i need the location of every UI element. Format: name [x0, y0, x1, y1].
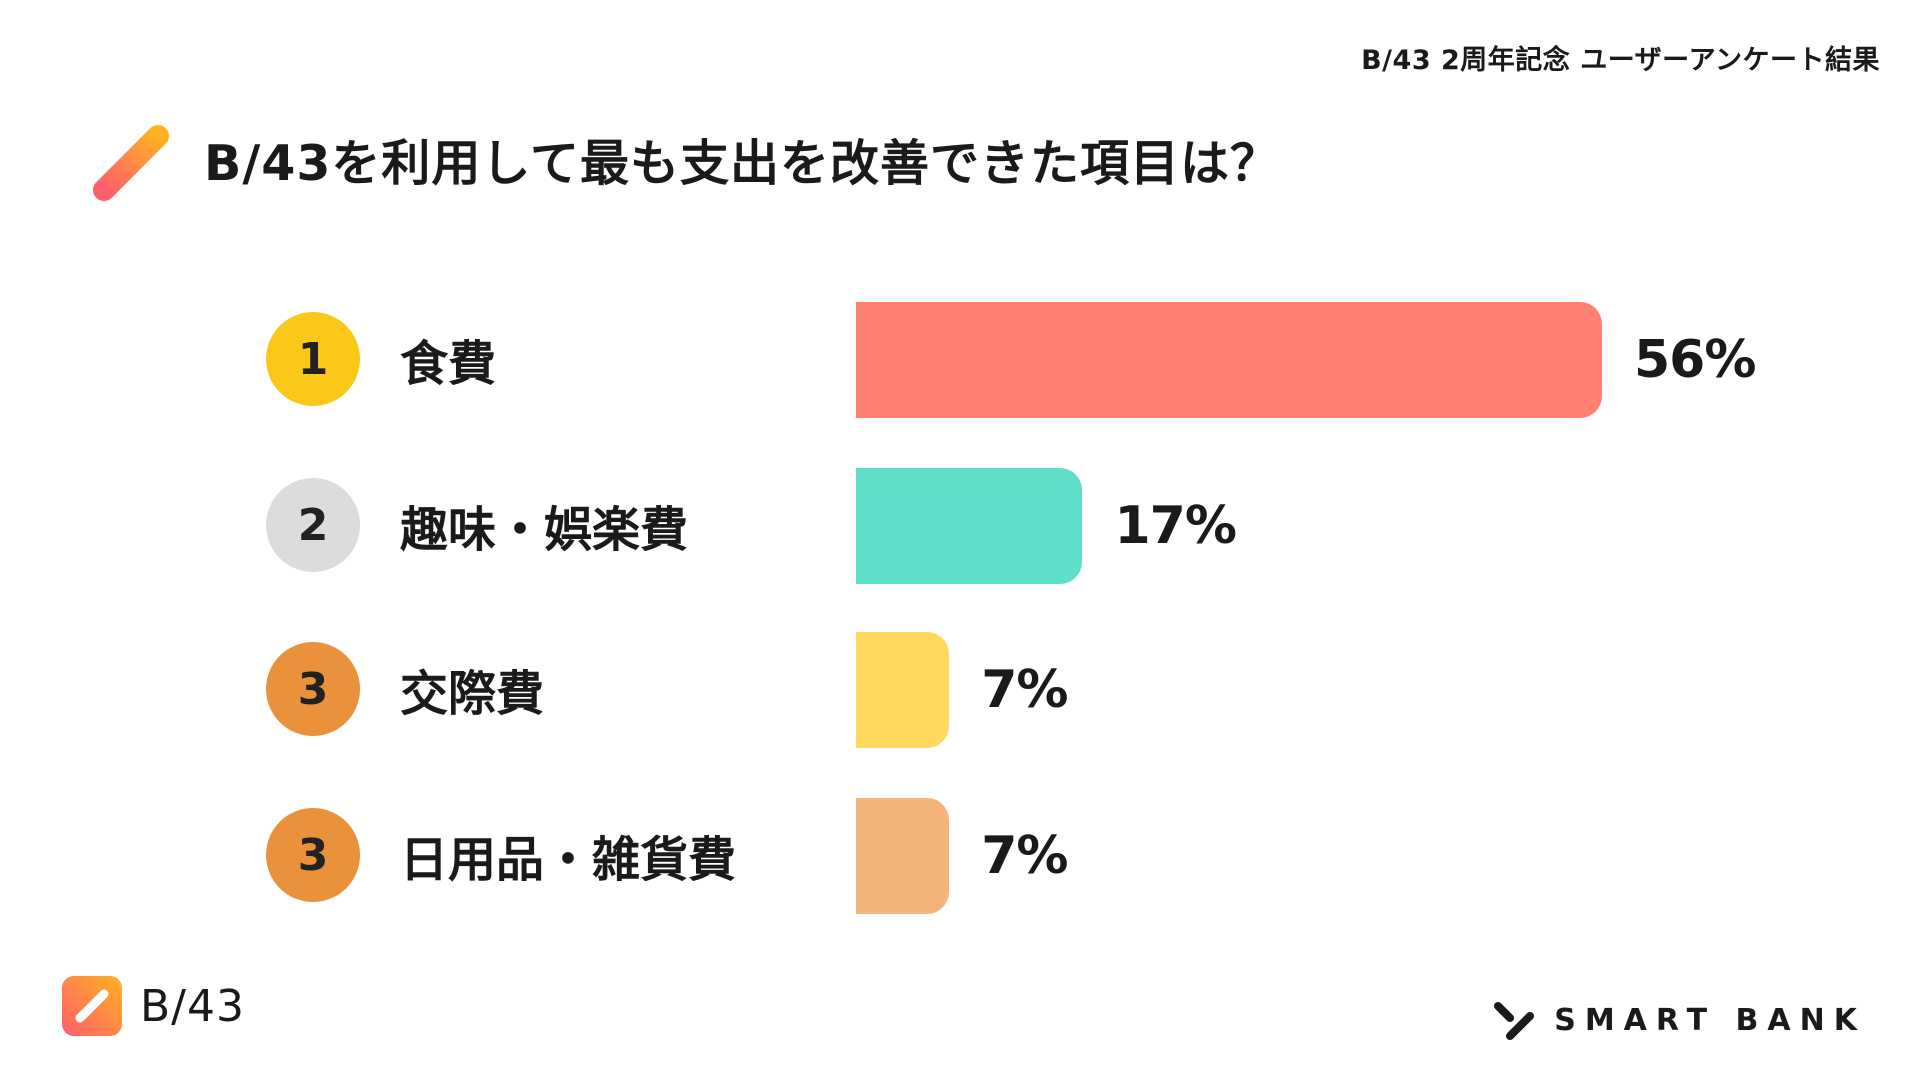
bar — [856, 798, 950, 914]
rank-badge: 3 — [266, 808, 360, 902]
b43-logo-text: B/43 — [140, 980, 245, 1032]
bar — [856, 632, 950, 748]
chart-row: 3 日用品・雑貨費 7% — [0, 798, 1920, 914]
rank-badge: 2 — [266, 478, 360, 572]
b43-logo: B/43 — [62, 976, 245, 1036]
value-label: 17% — [1114, 496, 1236, 556]
chart-row: 3 交際費 7% — [0, 632, 1920, 748]
rank-badge: 3 — [266, 642, 360, 736]
rank-badge: 1 — [266, 312, 360, 406]
smartbank-logo-icon — [1494, 1002, 1535, 1040]
chart-row: 2 趣味・娯楽費 17% — [0, 468, 1920, 584]
category-label: 食費 — [400, 336, 497, 392]
category-label: 趣味・娯楽費 — [400, 502, 689, 558]
value-label: 7% — [981, 660, 1068, 720]
b43-logo-icon — [62, 976, 122, 1036]
smartbank-logo: SMART BANK — [1492, 996, 1866, 1044]
smartbank-logo-text: SMART BANK — [1554, 1002, 1866, 1038]
title-accent-icon — [93, 125, 169, 201]
bar — [856, 302, 1602, 418]
header-note: B/43 2周年記念 ユーザーアンケート結果 — [1361, 45, 1880, 76]
category-label: 日用品・雑貨費 — [400, 832, 737, 888]
page-title: B/43を利用して最も支出を改善できた項目は？ — [204, 135, 1280, 192]
category-label: 交際費 — [400, 666, 545, 722]
value-label: 56% — [1634, 330, 1756, 390]
value-label: 7% — [981, 826, 1068, 886]
chart-row: 1 食費 56% — [0, 302, 1920, 418]
bar — [856, 468, 1083, 584]
